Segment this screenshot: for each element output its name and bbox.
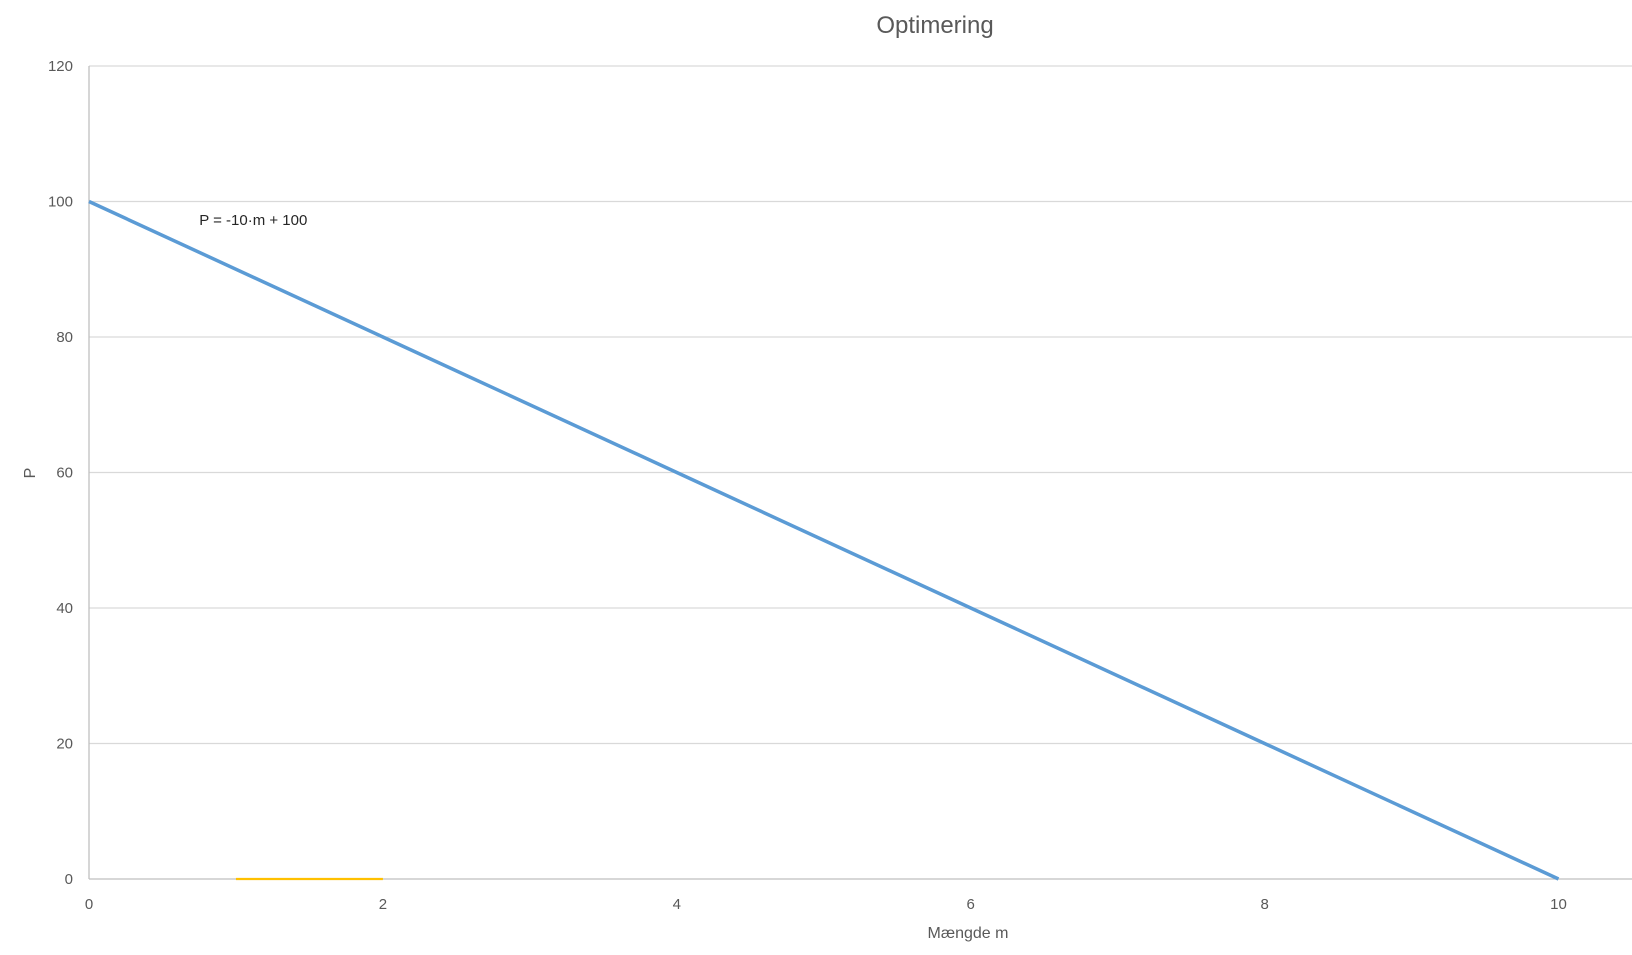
x-tick-label-6: 6	[967, 896, 975, 913]
y-tick-label-20: 20	[56, 736, 73, 753]
y-axis-title: P	[22, 468, 39, 479]
x-tick-label-4: 4	[673, 896, 681, 913]
series	[88, 199, 1560, 881]
y-tick-label-100: 100	[48, 194, 73, 211]
y-tick-labels: 0 20 40 60 80 100 120	[48, 58, 73, 888]
y-tick-label-80: 80	[56, 329, 73, 346]
equation-annotation: P = -10·m + 100	[199, 212, 307, 229]
y-tick-label-120: 120	[48, 58, 73, 75]
x-tick-label-0: 0	[85, 896, 93, 913]
x-tick-label-2: 2	[379, 896, 387, 913]
y-tick-label-60: 60	[56, 465, 73, 482]
series-line-0	[88, 199, 1560, 881]
annotations: P = -10·m + 100	[199, 212, 307, 229]
x-tick-label-8: 8	[1260, 896, 1268, 913]
chart-title: Optimering	[876, 12, 993, 39]
y-tick-label-40: 40	[56, 600, 73, 617]
x-axis-title: Mængde m	[928, 925, 1009, 942]
x-tick-labels: 0 2 4 6 8 10	[85, 896, 1567, 913]
grid-lines	[89, 65, 1632, 745]
y-tick-label-0: 0	[65, 871, 73, 888]
x-tick-label-10: 10	[1550, 896, 1567, 913]
